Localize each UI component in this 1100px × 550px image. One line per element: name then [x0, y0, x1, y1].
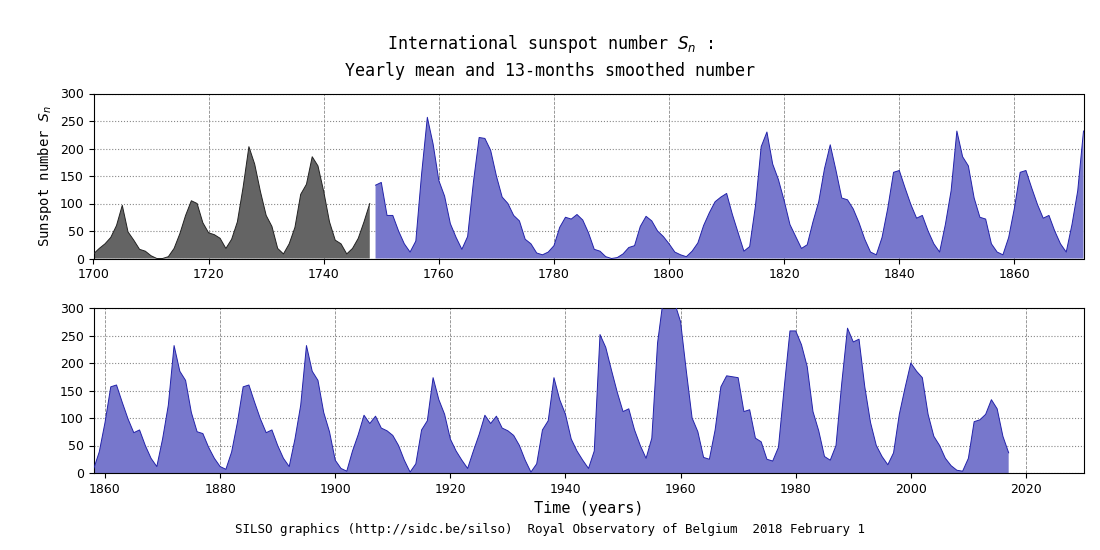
X-axis label: Time (years): Time (years) [534, 501, 644, 516]
Text: International sunspot number $S_n$ :: International sunspot number $S_n$ : [386, 33, 714, 55]
Text: Yearly mean and 13-months smoothed number: Yearly mean and 13-months smoothed numbe… [345, 62, 755, 80]
Text: SILSO graphics (http://sidc.be/silso)  Royal Observatory of Belgium  2018 Februa: SILSO graphics (http://sidc.be/silso) Ro… [235, 523, 865, 536]
Y-axis label: Sunspot number $S_n$: Sunspot number $S_n$ [36, 105, 54, 247]
